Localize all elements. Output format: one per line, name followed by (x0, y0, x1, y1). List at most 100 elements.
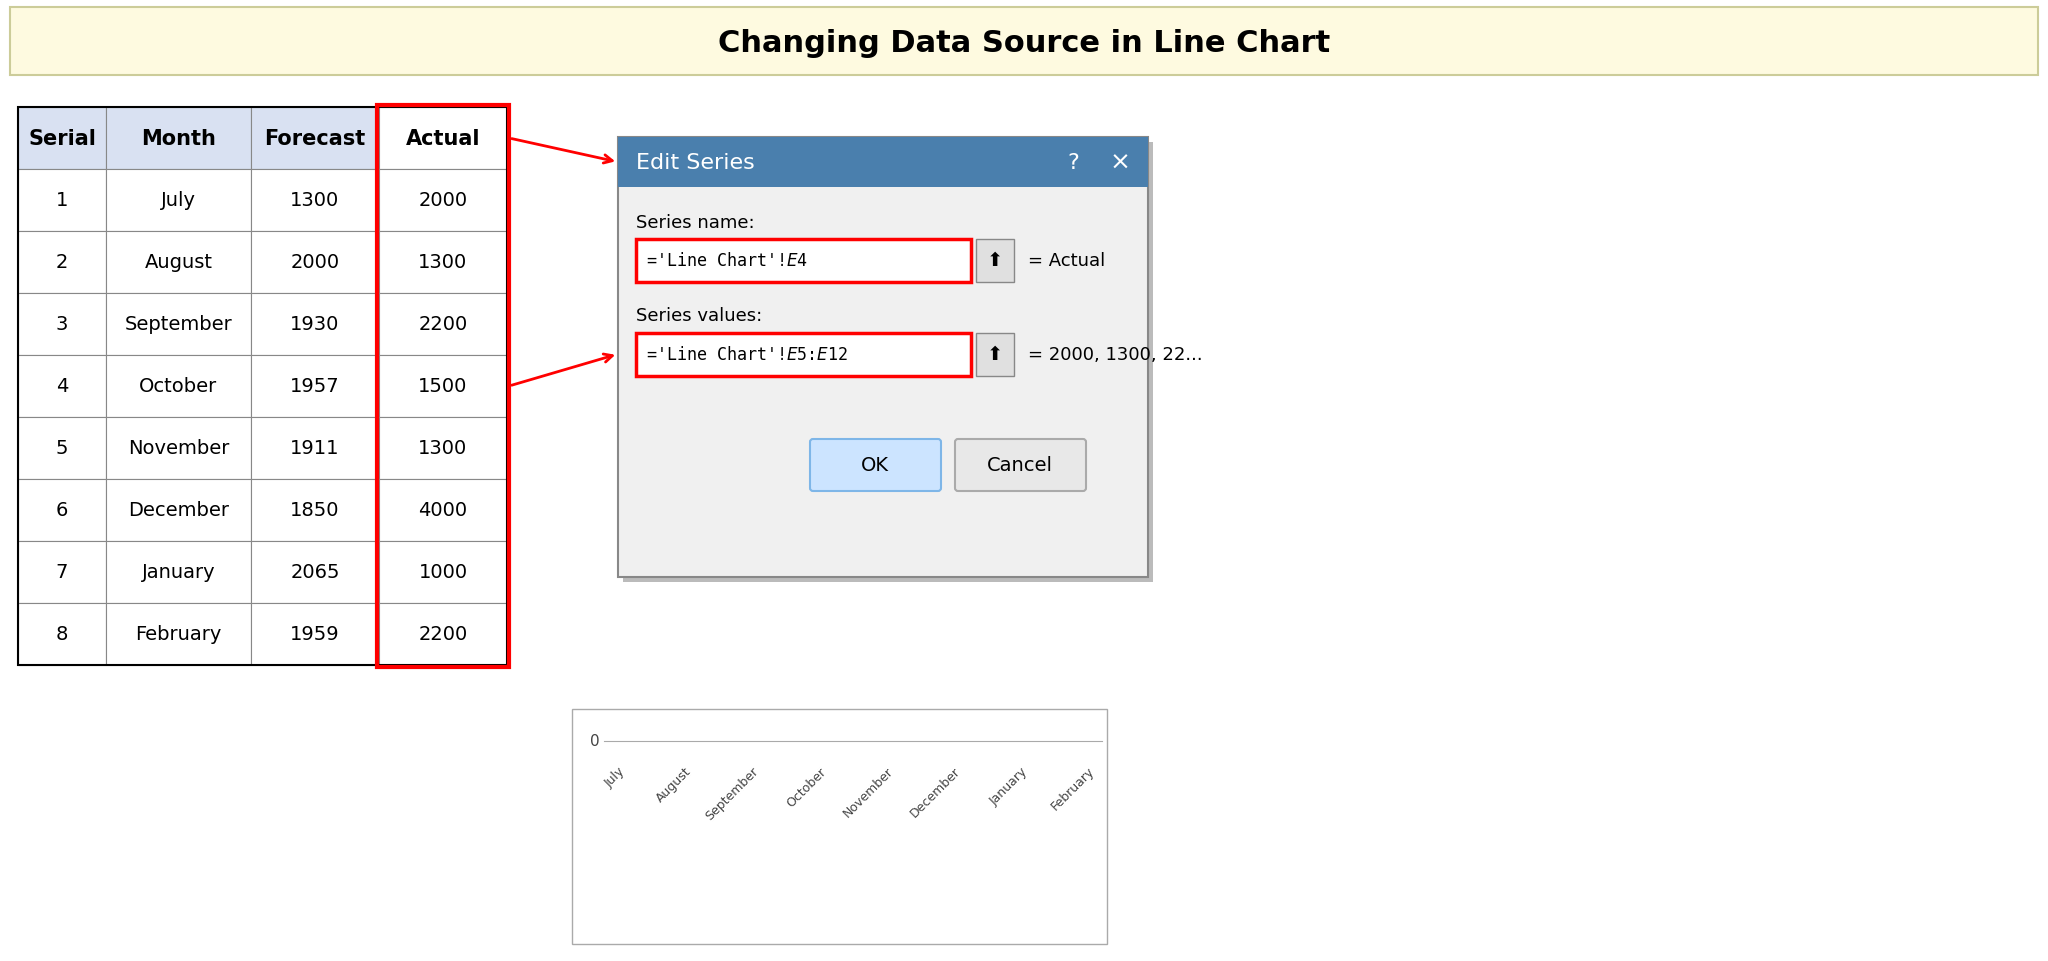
Text: January: January (141, 563, 215, 582)
FancyBboxPatch shape (106, 480, 252, 541)
FancyBboxPatch shape (379, 108, 508, 170)
Text: = Actual: = Actual (1028, 252, 1106, 270)
FancyBboxPatch shape (106, 108, 252, 170)
Text: ×: × (1110, 151, 1130, 175)
Text: 8: 8 (55, 625, 68, 644)
Text: 2000: 2000 (418, 191, 467, 210)
FancyBboxPatch shape (379, 232, 508, 294)
Text: OK: OK (860, 456, 889, 475)
FancyBboxPatch shape (18, 232, 106, 294)
Text: 5: 5 (55, 439, 68, 458)
FancyBboxPatch shape (379, 294, 508, 356)
FancyBboxPatch shape (106, 232, 252, 294)
Text: Forecast: Forecast (264, 129, 367, 149)
Text: Series name:: Series name: (637, 213, 754, 232)
FancyBboxPatch shape (18, 294, 106, 356)
Text: November: November (840, 764, 895, 820)
FancyBboxPatch shape (18, 170, 106, 232)
Text: 1911: 1911 (291, 439, 340, 458)
Text: Edit Series: Edit Series (637, 153, 756, 173)
Text: ⬆: ⬆ (987, 345, 1004, 364)
Text: 2000: 2000 (291, 254, 340, 272)
FancyBboxPatch shape (18, 541, 106, 604)
Text: 1300: 1300 (291, 191, 340, 210)
FancyBboxPatch shape (623, 143, 1153, 582)
FancyBboxPatch shape (379, 604, 508, 665)
FancyBboxPatch shape (252, 480, 379, 541)
Text: December: December (907, 764, 963, 820)
Text: 4000: 4000 (418, 501, 467, 520)
Text: July: July (602, 764, 627, 789)
FancyBboxPatch shape (18, 356, 106, 418)
Text: 2: 2 (55, 254, 68, 272)
Text: ?: ? (1067, 153, 1079, 173)
FancyBboxPatch shape (252, 232, 379, 294)
FancyBboxPatch shape (106, 541, 252, 604)
Text: Changing Data Source in Line Chart: Changing Data Source in Line Chart (719, 30, 1329, 59)
FancyBboxPatch shape (252, 108, 379, 170)
Text: 1300: 1300 (418, 254, 467, 272)
Text: October: October (784, 764, 829, 809)
Text: 1850: 1850 (291, 501, 340, 520)
FancyBboxPatch shape (252, 294, 379, 356)
Text: 2200: 2200 (418, 315, 467, 334)
Text: Month: Month (141, 129, 215, 149)
FancyBboxPatch shape (379, 356, 508, 418)
FancyBboxPatch shape (977, 333, 1014, 377)
Text: February: February (1049, 764, 1098, 812)
Text: 6: 6 (55, 501, 68, 520)
Text: August: August (653, 764, 694, 804)
Text: ='Line Chart'!$E$5:$E$12: ='Line Chart'!$E$5:$E$12 (645, 346, 848, 363)
Text: September: September (125, 315, 231, 334)
FancyBboxPatch shape (106, 294, 252, 356)
Text: Series values:: Series values: (637, 307, 762, 325)
Text: August: August (145, 254, 213, 272)
Text: January: January (987, 764, 1030, 807)
FancyBboxPatch shape (106, 356, 252, 418)
FancyBboxPatch shape (10, 8, 2038, 76)
Text: 1959: 1959 (291, 625, 340, 644)
Text: 1000: 1000 (418, 563, 467, 582)
FancyBboxPatch shape (618, 137, 1149, 578)
Text: 3: 3 (55, 315, 68, 334)
Text: September: September (702, 764, 762, 823)
FancyBboxPatch shape (252, 418, 379, 480)
FancyBboxPatch shape (954, 439, 1085, 491)
FancyBboxPatch shape (637, 239, 971, 283)
FancyBboxPatch shape (252, 356, 379, 418)
FancyBboxPatch shape (106, 418, 252, 480)
Text: 0: 0 (590, 734, 600, 749)
FancyBboxPatch shape (571, 709, 1108, 944)
Text: 2200: 2200 (418, 625, 467, 644)
FancyBboxPatch shape (379, 541, 508, 604)
Text: 1930: 1930 (291, 315, 340, 334)
FancyBboxPatch shape (252, 541, 379, 604)
FancyBboxPatch shape (977, 239, 1014, 283)
FancyBboxPatch shape (252, 604, 379, 665)
FancyBboxPatch shape (18, 108, 106, 170)
FancyBboxPatch shape (618, 137, 1149, 187)
Text: 1957: 1957 (291, 377, 340, 396)
Text: ⬆: ⬆ (987, 251, 1004, 270)
Text: 2065: 2065 (291, 563, 340, 582)
Text: 1500: 1500 (418, 377, 467, 396)
FancyBboxPatch shape (18, 604, 106, 665)
FancyBboxPatch shape (18, 418, 106, 480)
FancyBboxPatch shape (106, 604, 252, 665)
Text: 1300: 1300 (418, 439, 467, 458)
Text: February: February (135, 625, 221, 644)
FancyBboxPatch shape (379, 170, 508, 232)
Text: Cancel: Cancel (987, 456, 1053, 475)
Text: October: October (139, 377, 217, 396)
FancyBboxPatch shape (811, 439, 940, 491)
FancyBboxPatch shape (252, 170, 379, 232)
Text: ='Line Chart'!$E$4: ='Line Chart'!$E$4 (645, 252, 807, 270)
FancyBboxPatch shape (379, 418, 508, 480)
Text: 7: 7 (55, 563, 68, 582)
Text: December: December (127, 501, 229, 520)
FancyBboxPatch shape (637, 333, 971, 377)
FancyBboxPatch shape (106, 170, 252, 232)
Text: November: November (127, 439, 229, 458)
FancyBboxPatch shape (379, 480, 508, 541)
Text: 4: 4 (55, 377, 68, 396)
